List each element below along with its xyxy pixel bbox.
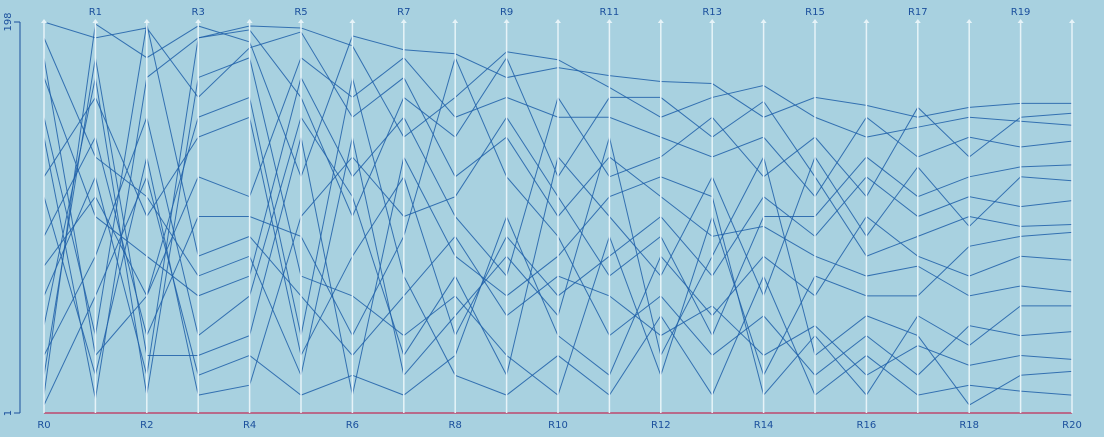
- axis-label: R0: [37, 420, 50, 431]
- axis-arrow: [503, 19, 510, 23]
- axis-arrow: [143, 19, 150, 23]
- axis-label: R16: [857, 420, 877, 431]
- axis-arrow: [812, 19, 818, 23]
- axis-arrow: [195, 19, 202, 23]
- axis-label: R14: [754, 420, 774, 431]
- axis-arrow: [606, 19, 613, 23]
- axis-arrow: [452, 19, 459, 23]
- axis-label: R9: [500, 7, 513, 18]
- axis-arrow: [966, 19, 973, 23]
- axis-label: R17: [908, 7, 928, 18]
- axis-label: R13: [702, 7, 722, 18]
- axis-label: R8: [449, 420, 462, 431]
- axis-label: R12: [651, 420, 671, 431]
- axis-arrow: [914, 19, 921, 23]
- axis-arrow: [41, 19, 47, 23]
- axis-arrow: [709, 19, 716, 23]
- y-tick-label: 1: [3, 410, 14, 416]
- axis-label: R20: [1062, 420, 1082, 431]
- axis-arrow: [863, 19, 870, 23]
- axis-label: R2: [140, 420, 153, 431]
- axis-arrow: [1069, 19, 1075, 23]
- axis-arrow: [246, 19, 253, 23]
- axis-label: R1: [89, 7, 102, 18]
- axis-arrow: [760, 19, 767, 23]
- axis-arrow: [657, 19, 664, 23]
- axis-label: R4: [243, 420, 256, 431]
- axis-arrow: [400, 19, 407, 23]
- axis-label: R11: [600, 7, 620, 18]
- axis-arrow: [349, 19, 356, 23]
- axis-label: R10: [548, 420, 568, 431]
- axis-arrow: [555, 19, 561, 23]
- axis-arrow: [298, 19, 304, 23]
- axis-label: R15: [805, 7, 825, 18]
- y-tick-label: 198: [3, 12, 14, 31]
- axis-label: R5: [294, 7, 307, 18]
- axis-arrow: [1017, 19, 1024, 23]
- axis-arrow: [92, 19, 99, 23]
- axis-label: R7: [397, 7, 410, 18]
- axis-label: R6: [346, 420, 359, 431]
- axis-label: R3: [192, 7, 205, 18]
- axis-label: R18: [959, 420, 979, 431]
- axis-label: R19: [1011, 7, 1031, 18]
